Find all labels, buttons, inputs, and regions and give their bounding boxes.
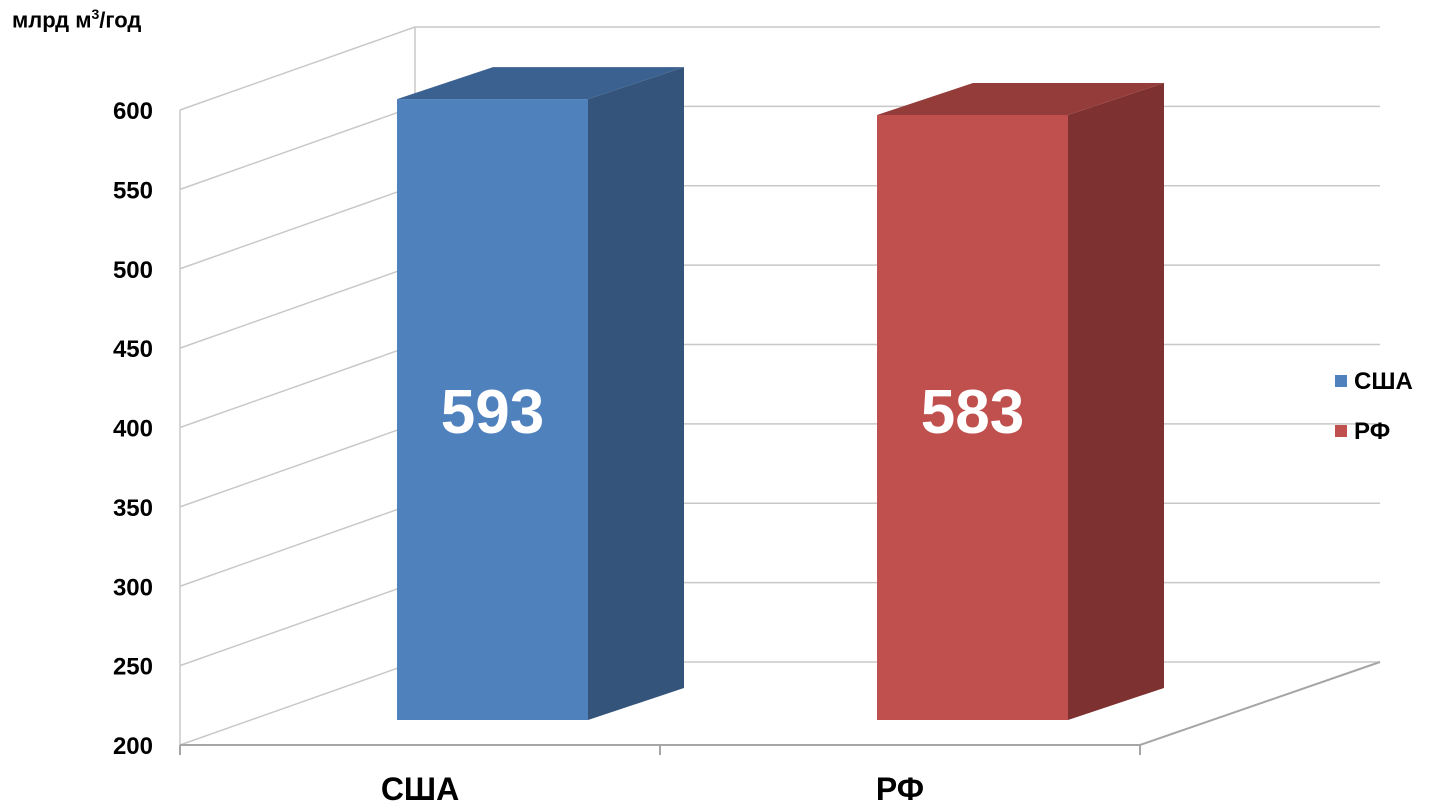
data-label: 593 [441, 378, 544, 447]
y-tick-label: 500 [113, 257, 153, 284]
gridline-side [179, 661, 416, 746]
floor-right-edge [1139, 661, 1381, 746]
x-category-label: РФ [876, 771, 924, 807]
gridline-side [179, 423, 416, 508]
gridline-side [179, 185, 416, 270]
bar-front [397, 99, 588, 721]
bar-side [588, 67, 684, 721]
y-tick-label: 450 [113, 336, 153, 363]
bar-top [397, 67, 684, 100]
y-tick-label: 350 [113, 495, 153, 522]
data-label: 583 [921, 378, 1024, 447]
y-tick-label: 400 [113, 416, 153, 443]
labels: 200 250 300 350 400 450 500 550 600 593 США 583 РФ [113, 98, 1024, 807]
bar-front [877, 114, 1068, 721]
y-tick-label: 250 [113, 654, 153, 681]
y-axis-unit-label: млрд м3/год [12, 6, 142, 33]
gridline-side [179, 343, 416, 429]
gridline-side [179, 26, 416, 111]
bars [397, 67, 1164, 721]
gridline-side [179, 581, 416, 667]
bar-side [1068, 82, 1164, 721]
y-tick-label: 300 [113, 574, 153, 601]
legend-swatch [1335, 425, 1347, 437]
legend-label: РФ [1354, 418, 1390, 445]
gridline-side [179, 264, 416, 349]
y-tick-label: 600 [113, 98, 153, 125]
x-category-label: США [381, 771, 459, 807]
y-tick-label: 200 [113, 733, 153, 760]
bar-top [877, 82, 1164, 115]
legend: США РФ [1335, 368, 1413, 445]
legend-swatch [1335, 375, 1347, 387]
legend-label: США [1354, 368, 1413, 395]
gridline-side [179, 502, 416, 587]
y-tick-label: 550 [113, 177, 153, 204]
chart-walls [179, 26, 1381, 755]
gridline-side [179, 105, 416, 191]
